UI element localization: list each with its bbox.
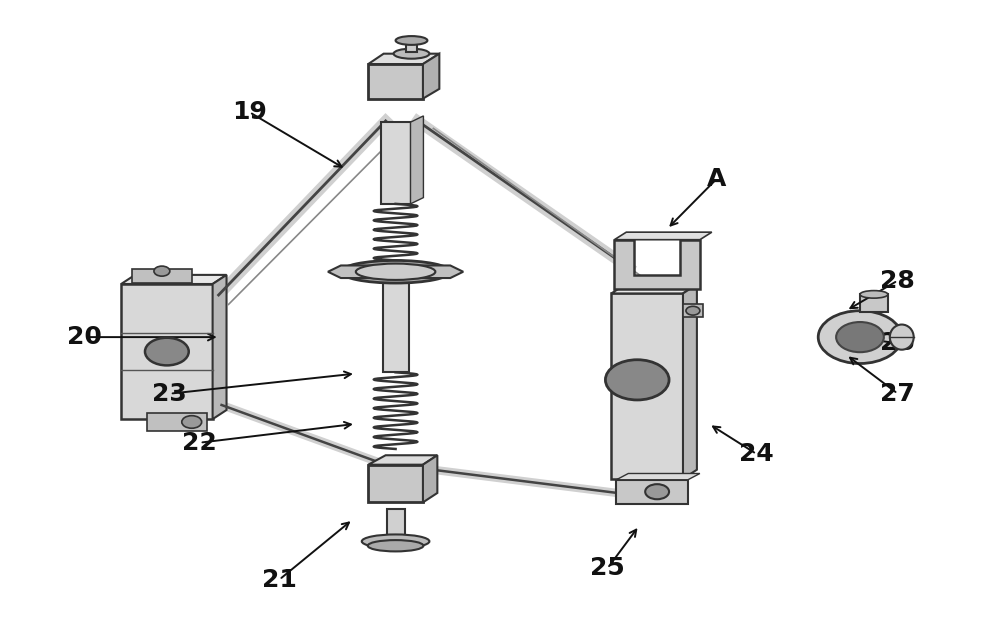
Polygon shape (411, 116, 423, 204)
Ellipse shape (154, 266, 170, 276)
Polygon shape (423, 455, 437, 502)
Ellipse shape (645, 484, 669, 499)
Polygon shape (132, 269, 192, 283)
Polygon shape (616, 474, 700, 480)
Ellipse shape (145, 338, 189, 365)
Text: 27: 27 (880, 382, 915, 406)
Polygon shape (368, 54, 439, 64)
Polygon shape (614, 240, 700, 288)
Ellipse shape (368, 540, 423, 552)
Ellipse shape (686, 306, 700, 315)
Polygon shape (406, 41, 417, 52)
Polygon shape (683, 304, 703, 317)
Polygon shape (387, 508, 405, 540)
Ellipse shape (362, 534, 429, 548)
Polygon shape (860, 294, 888, 312)
Text: 25: 25 (590, 557, 625, 580)
Polygon shape (616, 480, 688, 503)
Polygon shape (147, 413, 207, 430)
Ellipse shape (860, 290, 888, 298)
Ellipse shape (182, 416, 202, 428)
Ellipse shape (396, 36, 427, 45)
Polygon shape (213, 275, 227, 419)
Polygon shape (121, 275, 227, 284)
Polygon shape (368, 455, 437, 465)
Polygon shape (423, 54, 439, 99)
Polygon shape (383, 275, 409, 372)
Text: 24: 24 (739, 442, 774, 466)
Polygon shape (121, 284, 213, 419)
Polygon shape (683, 284, 697, 479)
Ellipse shape (394, 49, 429, 59)
Polygon shape (611, 284, 697, 294)
Text: 28: 28 (880, 269, 915, 292)
Polygon shape (368, 465, 423, 502)
Text: A: A (707, 167, 726, 191)
Text: 21: 21 (262, 567, 297, 592)
Text: 20: 20 (67, 325, 102, 349)
Polygon shape (614, 232, 712, 240)
Text: 23: 23 (152, 382, 187, 406)
Text: 26: 26 (880, 332, 915, 356)
Ellipse shape (836, 322, 884, 353)
Polygon shape (381, 122, 411, 204)
Ellipse shape (341, 261, 450, 283)
Ellipse shape (356, 264, 435, 280)
Ellipse shape (818, 311, 902, 363)
Ellipse shape (605, 359, 669, 400)
Polygon shape (368, 64, 423, 99)
Ellipse shape (890, 325, 914, 350)
Polygon shape (611, 294, 683, 479)
Text: 22: 22 (182, 430, 217, 455)
Polygon shape (328, 266, 463, 278)
Text: 19: 19 (232, 100, 267, 124)
